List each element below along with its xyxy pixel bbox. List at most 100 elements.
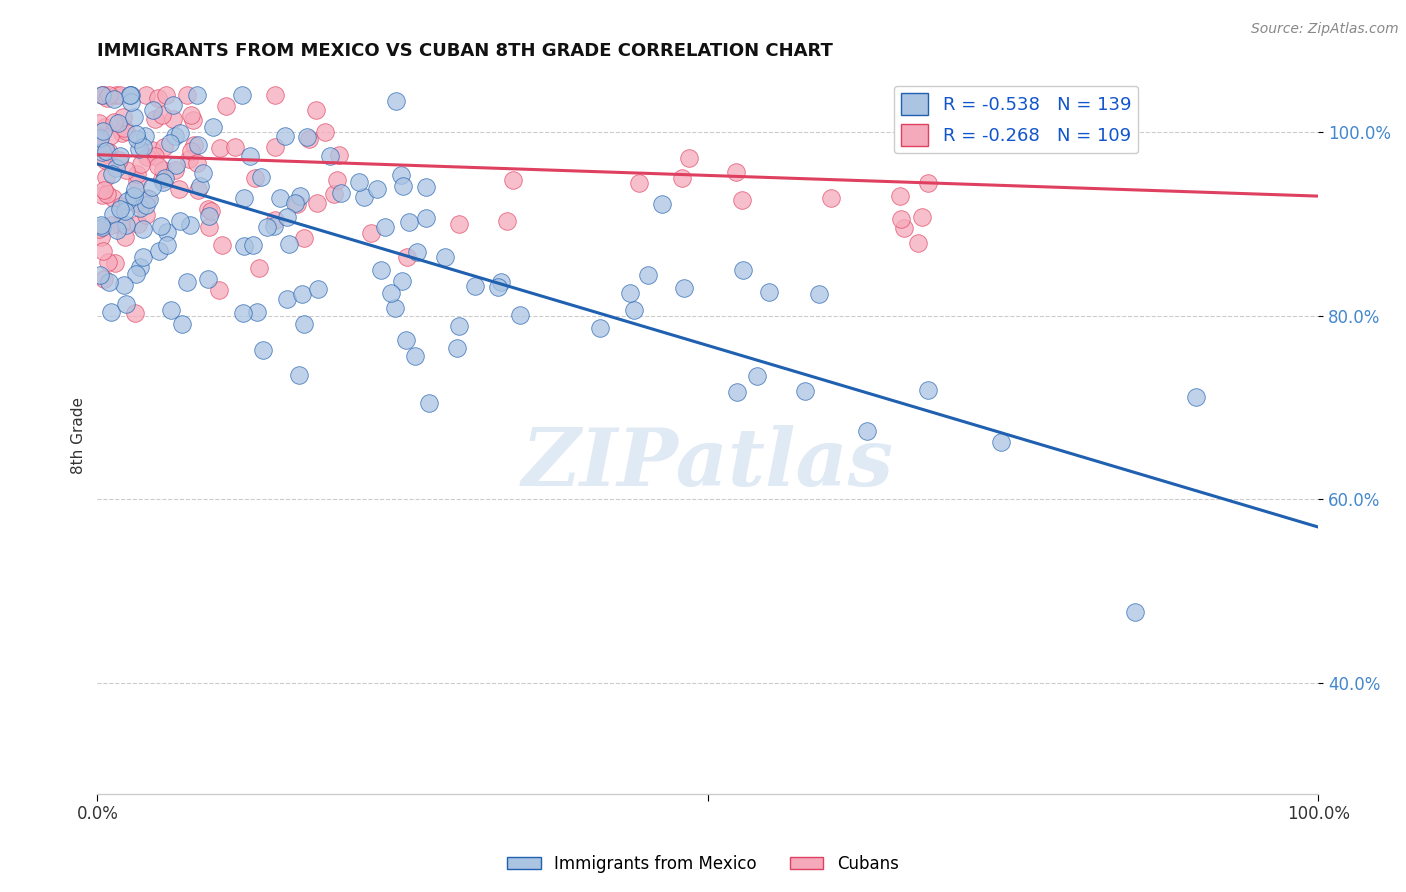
Point: [284, 195, 307, 210]
Point: [328, 148, 350, 162]
Point: [188, 178, 211, 193]
Point: [125, 167, 148, 181]
Point: [276, 292, 298, 306]
Point: [406, 244, 429, 259]
Point: [893, 220, 915, 235]
Point: [167, 182, 190, 196]
Point: [288, 188, 311, 202]
Point: [201, 120, 224, 135]
Point: [208, 141, 231, 155]
Point: [269, 190, 291, 204]
Point: [143, 149, 166, 163]
Point: [177, 153, 200, 167]
Point: [330, 186, 353, 200]
Point: [243, 171, 266, 186]
Point: [162, 97, 184, 112]
Point: [111, 110, 134, 124]
Point: [94, 144, 117, 158]
Point: [180, 108, 202, 122]
Point: [131, 157, 153, 171]
Point: [820, 191, 842, 205]
Point: [628, 176, 651, 190]
Point: [94, 120, 117, 134]
Point: [176, 275, 198, 289]
Point: [98, 129, 121, 144]
Point: [163, 162, 186, 177]
Point: [125, 128, 148, 142]
Point: [366, 182, 388, 196]
Point: [93, 183, 115, 197]
Point: [169, 126, 191, 140]
Point: [142, 103, 165, 117]
Point: [125, 267, 148, 281]
Point: [678, 151, 700, 165]
Point: [252, 343, 274, 357]
Point: [96, 186, 118, 201]
Point: [198, 219, 221, 234]
Point: [127, 174, 149, 188]
Point: [398, 215, 420, 229]
Y-axis label: 8th Grade: 8th Grade: [72, 397, 86, 474]
Point: [211, 237, 233, 252]
Point: [731, 194, 754, 208]
Point: [183, 138, 205, 153]
Point: [90, 220, 112, 235]
Point: [90, 87, 112, 102]
Point: [115, 124, 138, 138]
Point: [370, 263, 392, 277]
Point: [103, 92, 125, 106]
Point: [232, 239, 254, 253]
Point: [197, 202, 219, 217]
Point: [134, 129, 156, 144]
Point: [224, 140, 246, 154]
Point: [153, 170, 176, 185]
Point: [98, 145, 121, 159]
Point: [155, 87, 177, 102]
Point: [152, 175, 174, 189]
Point: [725, 385, 748, 400]
Point: [198, 209, 221, 223]
Point: [91, 123, 114, 137]
Point: [100, 304, 122, 318]
Point: [449, 318, 471, 333]
Point: [249, 169, 271, 184]
Point: [124, 306, 146, 320]
Text: Source: ZipAtlas.com: Source: ZipAtlas.com: [1251, 22, 1399, 37]
Point: [725, 165, 748, 179]
Point: [186, 87, 208, 102]
Legend: Immigrants from Mexico, Cubans: Immigrants from Mexico, Cubans: [501, 848, 905, 880]
Point: [128, 142, 150, 156]
Point: [502, 173, 524, 187]
Point: [110, 219, 132, 233]
Point: [589, 321, 612, 335]
Point: [122, 111, 145, 125]
Point: [319, 148, 342, 162]
Point: [384, 301, 406, 315]
Point: [889, 189, 911, 203]
Point: [509, 308, 531, 322]
Point: [179, 218, 201, 232]
Point: [152, 163, 174, 178]
Point: [745, 369, 768, 384]
Point: [353, 189, 375, 203]
Point: [180, 144, 202, 158]
Point: [148, 244, 170, 258]
Point: [93, 153, 115, 167]
Point: [907, 235, 929, 250]
Point: [103, 115, 125, 129]
Point: [637, 268, 659, 282]
Point: [295, 129, 318, 144]
Point: [108, 149, 131, 163]
Point: [135, 87, 157, 102]
Point: [486, 280, 509, 294]
Point: [181, 112, 204, 127]
Point: [396, 250, 419, 264]
Point: [264, 139, 287, 153]
Point: [149, 219, 172, 234]
Point: [90, 145, 112, 159]
Point: [274, 129, 297, 144]
Point: [395, 333, 418, 347]
Point: [103, 207, 125, 221]
Point: [101, 191, 124, 205]
Point: [285, 197, 308, 211]
